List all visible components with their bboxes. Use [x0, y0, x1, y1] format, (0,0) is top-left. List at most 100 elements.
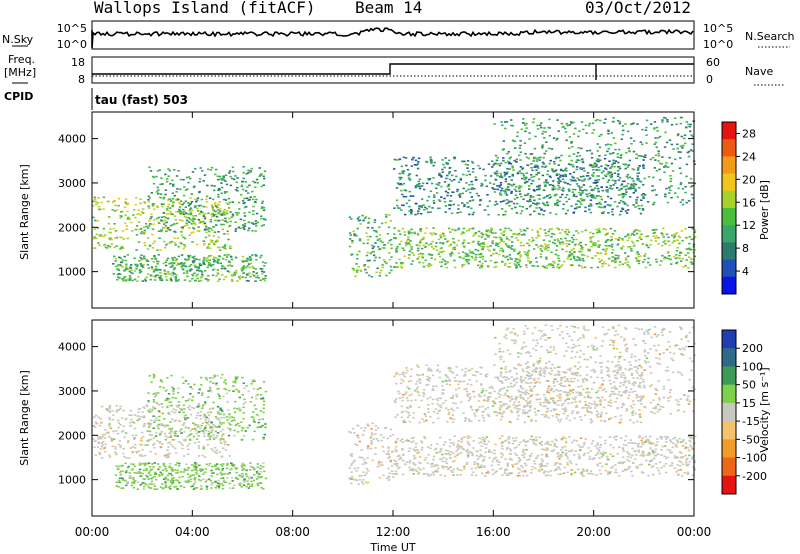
data-cell — [208, 377, 212, 379]
data-cell — [678, 167, 682, 169]
data-cell — [602, 211, 605, 213]
data-cell — [163, 223, 166, 225]
data-cell — [166, 478, 170, 481]
data-cell — [480, 185, 483, 187]
freq-unit: [MHz] — [4, 66, 36, 79]
data-cell — [397, 229, 400, 232]
data-cell — [192, 261, 195, 264]
data-cell — [145, 225, 148, 228]
data-cell — [674, 257, 677, 260]
data-cell — [532, 438, 535, 441]
data-cell — [579, 248, 583, 250]
data-cell — [597, 227, 601, 230]
data-cell — [453, 178, 456, 181]
data-cell — [228, 264, 232, 266]
data-cell — [257, 425, 260, 428]
data-cell — [475, 256, 478, 259]
data-cell — [227, 421, 230, 424]
data-cell — [157, 230, 161, 232]
data-cell — [130, 264, 133, 266]
data-cell — [586, 172, 590, 174]
data-cell — [213, 451, 217, 453]
data-cell — [688, 242, 691, 245]
data-cell — [109, 427, 113, 429]
data-cell — [453, 246, 456, 249]
data-cell — [188, 408, 192, 411]
data-cell — [132, 463, 135, 465]
data-cell — [637, 155, 640, 157]
data-cell — [400, 189, 403, 192]
data-cell — [169, 487, 172, 490]
data-cell — [628, 460, 631, 462]
data-cell — [657, 137, 660, 139]
data-cell — [127, 440, 130, 442]
data-cell — [171, 445, 175, 448]
data-cell — [100, 201, 103, 204]
data-cell — [513, 263, 516, 265]
data-cell — [168, 169, 171, 172]
data-cell — [209, 227, 212, 230]
data-cell — [222, 480, 225, 483]
data-cell — [684, 227, 687, 230]
data-cell — [211, 407, 215, 410]
data-cell — [685, 201, 688, 204]
data-cell — [685, 446, 688, 449]
data-cell — [107, 409, 111, 412]
data-cell — [102, 227, 106, 230]
data-cell — [390, 256, 393, 258]
data-cell — [520, 465, 523, 467]
data-cell — [517, 252, 521, 254]
data-cell — [575, 161, 578, 163]
data-cell — [452, 237, 455, 240]
data-cell — [182, 439, 186, 441]
data-cell — [641, 209, 645, 211]
data-cell — [264, 477, 268, 480]
data-cell — [194, 214, 198, 217]
data-cell — [398, 207, 401, 210]
data-cell — [595, 184, 599, 187]
data-cell — [247, 221, 250, 224]
data-cell — [685, 237, 689, 239]
data-cell — [668, 139, 672, 141]
data-cell — [113, 210, 117, 212]
data-cell — [100, 442, 103, 444]
data-cell — [216, 246, 220, 249]
data-cell — [209, 387, 212, 390]
data-cell — [470, 160, 474, 163]
data-cell — [165, 389, 168, 391]
data-cell — [242, 202, 245, 205]
data-cell — [183, 237, 187, 240]
data-cell — [263, 280, 267, 282]
data-cell — [374, 453, 377, 455]
data-cell — [177, 404, 181, 407]
data-cell — [559, 243, 562, 245]
data-cell — [541, 147, 544, 149]
data-cell — [501, 250, 505, 253]
data-cell — [546, 204, 550, 207]
data-cell — [241, 475, 245, 477]
data-cell — [372, 438, 375, 440]
data-cell — [191, 274, 195, 277]
data-cell — [415, 174, 418, 177]
data-cell — [538, 188, 541, 191]
data-cell — [192, 215, 195, 217]
data-cell — [630, 183, 633, 186]
data-cell — [623, 468, 627, 471]
data-cell — [401, 247, 405, 249]
data-cell — [471, 454, 474, 457]
data-cell — [180, 428, 183, 431]
data-cell — [126, 202, 130, 205]
data-cell — [203, 229, 207, 231]
data-cell — [111, 418, 114, 421]
data-cell — [432, 202, 436, 204]
data-cell — [588, 192, 591, 195]
data-cell — [183, 416, 186, 419]
data-cell — [518, 186, 521, 189]
data-cell — [629, 123, 633, 126]
data-cell — [610, 238, 613, 241]
data-cell — [357, 265, 360, 268]
data-cell — [170, 213, 174, 215]
data-cell — [240, 268, 243, 270]
data-cell — [599, 473, 602, 475]
data-cell — [260, 173, 263, 176]
